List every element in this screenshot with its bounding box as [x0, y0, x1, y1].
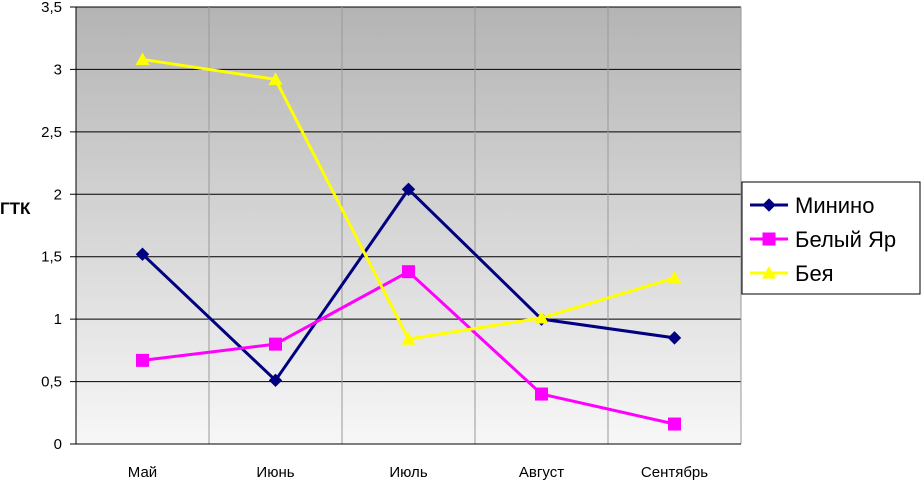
y-tick-label: 0	[54, 436, 62, 453]
series-group	[135, 52, 682, 431]
legend: Минино Белый Яр Бея	[741, 181, 921, 295]
data-point	[667, 331, 682, 345]
data-point	[535, 387, 548, 401]
legend-label: Минино	[795, 193, 874, 218]
legend-marker	[762, 232, 776, 246]
data-point	[401, 332, 416, 345]
x-tick-label: Сентябрь	[641, 464, 708, 481]
legend-marker	[762, 266, 776, 279]
y-tick-label: 1	[54, 311, 62, 328]
y-axis-label: ГТК	[0, 199, 31, 218]
data-point	[402, 265, 415, 279]
legend-label: Бея	[795, 261, 834, 286]
y-tick-label: 3	[54, 61, 62, 78]
y-tick-label: 0,5	[41, 374, 62, 391]
series-1	[136, 265, 681, 431]
x-tick-label: Май	[128, 464, 157, 481]
y-axis-ticks: 0 0,5 1 1,5 2 2,5 3 3,5	[41, 0, 62, 453]
y-tick-label: 2	[54, 186, 62, 203]
x-tick-label: Июль	[389, 464, 427, 481]
x-tick-label: Июнь	[256, 464, 294, 481]
plot-area	[76, 7, 741, 444]
data-point	[534, 310, 549, 324]
data-point	[135, 247, 150, 261]
x-axis-ticks: Май Июнь Июль Август Сентябрь	[128, 464, 708, 481]
y-tick-label: 2,5	[41, 124, 62, 141]
y-tick-label: 3,5	[41, 0, 62, 16]
data-point	[268, 72, 283, 86]
data-point	[136, 353, 149, 367]
data-point	[667, 270, 682, 284]
data-point	[269, 337, 282, 351]
legend-label: Белый Яр	[795, 227, 896, 252]
y-tick-label: 1,5	[41, 249, 62, 266]
series-2	[135, 52, 682, 345]
data-point	[668, 417, 681, 431]
data-point	[135, 52, 150, 66]
legend-marker	[762, 198, 776, 212]
data-point	[268, 373, 283, 388]
x-tick-label: Август	[519, 464, 564, 481]
data-point	[401, 182, 416, 196]
